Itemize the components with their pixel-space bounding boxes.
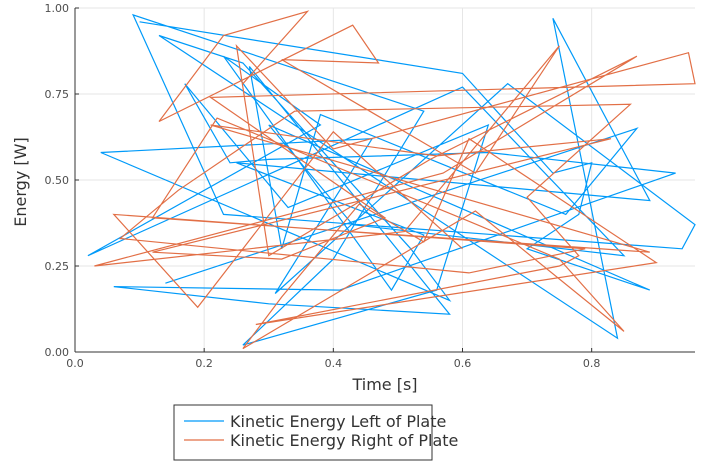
x-tick-label: 0.4 [325, 357, 343, 370]
legend-label-left: Kinetic Energy Left of Plate [230, 412, 446, 431]
x-axis-ticks: 0.0 0.2 0.4 0.6 0.8 [66, 348, 600, 370]
legend: Kinetic Energy Left of Plate Kinetic Ene… [173, 404, 458, 461]
y-tick-label: 0.00 [45, 346, 70, 359]
legend-box [173, 404, 433, 461]
y-tick-label: 0.50 [45, 174, 70, 187]
series-line-right-of-plate [94, 10, 696, 350]
y-tick-label: 0.75 [45, 88, 70, 101]
series-lines [87, 10, 696, 350]
legend-label-right: Kinetic Energy Right of Plate [230, 431, 458, 450]
y-axis-ticks: 0.00 0.25 0.50 0.75 1.00 [45, 2, 79, 359]
x-axis-label: Time [s] [351, 375, 417, 394]
y-tick-label: 0.25 [45, 260, 70, 273]
x-tick-label: 0.0 [66, 357, 84, 370]
x-tick-label: 0.8 [583, 357, 601, 370]
y-axis-label: Energy [W] [11, 137, 30, 226]
x-tick-label: 0.6 [454, 357, 472, 370]
y-tick-label: 1.00 [45, 2, 70, 15]
x-tick-label: 0.2 [195, 357, 213, 370]
